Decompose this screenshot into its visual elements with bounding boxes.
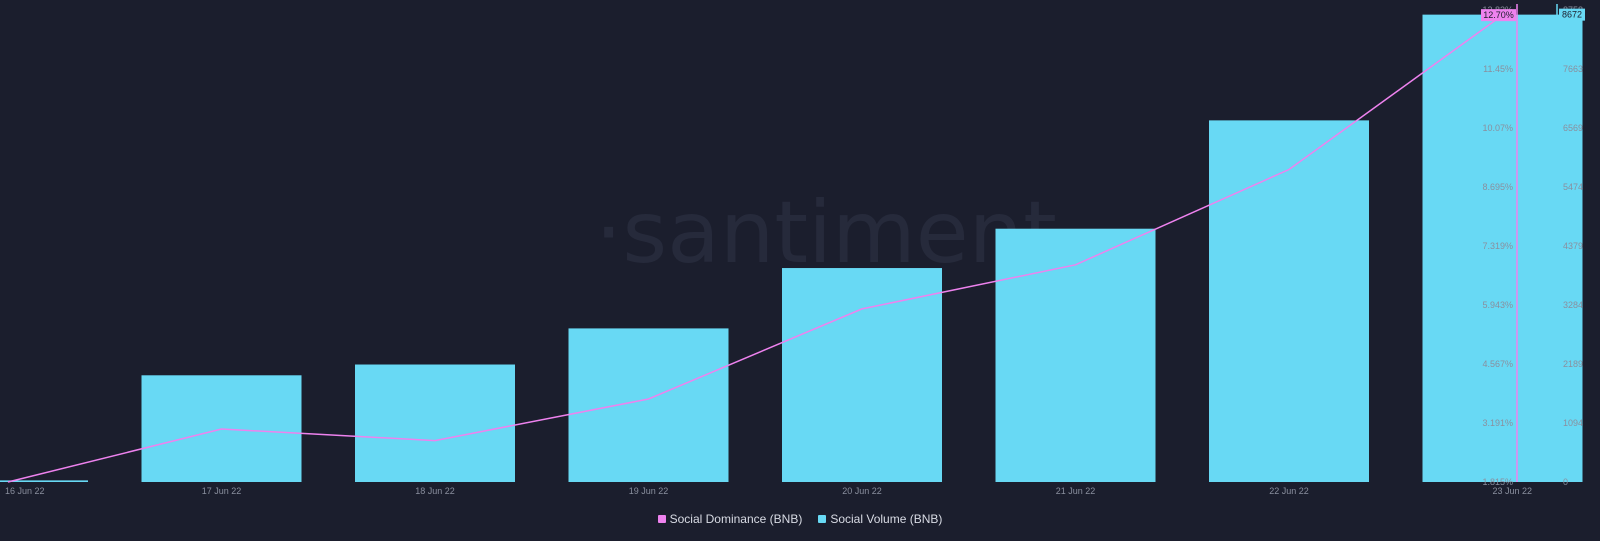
x-tick-label-5: 21 Jun 22 [1056,486,1096,496]
x-tick-label-4: 20 Jun 22 [842,486,882,496]
x-tick-label-1: 17 Jun 22 [202,486,242,496]
right-current-value-badge [1559,8,1585,21]
right-tick-label-7: 7663 [1563,64,1583,74]
right-tick-label-3: 3284 [1563,300,1583,310]
bar-7 [1422,14,1583,482]
x-tick-label-3: 19 Jun 22 [629,486,669,496]
legend-item-social-volume[interactable]: Social Volume (BNB) [818,512,942,526]
x-tick-label-2: 18 Jun 22 [415,486,455,496]
bar-2 [355,364,515,482]
legend: Social Dominance (BNB) Social Volume (BN… [0,512,1600,526]
right-tick-label-4: 4379 [1563,241,1583,251]
left-tick-label-6: 10.07% [1482,123,1513,133]
left-tick-label-2: 4.567% [1482,359,1513,369]
right-tick-label-1: 1094 [1563,418,1583,428]
right-tick-label-0: 0 [1563,477,1568,487]
right-tick-label-6: 6569 [1563,123,1583,133]
left-tick-label-5: 8.695% [1482,182,1513,192]
left-tick-label-1: 3.191% [1482,418,1513,428]
dominance-line [7,14,1503,483]
bar-4 [782,268,942,482]
x-tick-label-0: 16 Jun 22 [5,486,45,496]
right-tick-label-2: 2189 [1563,359,1583,369]
left-tick-label-3: 5.943% [1482,300,1513,310]
legend-swatch-social-dominance [657,515,666,523]
bar-3 [568,328,729,482]
right-tick-label-5: 5474 [1563,182,1583,192]
left-tick-label-0: 1.815% [1482,477,1513,487]
bar-0 [0,480,88,482]
x-tick-label-7: 23 Jun 22 [1492,486,1532,496]
x-tick-label-6: 22 Jun 22 [1269,486,1309,496]
legend-label-social-dominance: Social Dominance (BNB) [669,512,803,526]
left-current-value-badge [1481,9,1516,22]
bar-5 [995,228,1156,482]
legend-label-social-volume: Social Volume (BNB) [830,512,943,526]
bar-6 [1209,120,1369,483]
right-current-value-label: 8672 [1562,10,1582,20]
legend-swatch-social-volume [818,515,827,523]
left-current-value-label: 12.70% [1483,10,1514,20]
left-tick-label-7: 11.45% [1483,64,1513,74]
left-tick-label-4: 7.319% [1482,241,1513,251]
watermark-text: ·santiment [595,183,1057,283]
legend-item-social-dominance[interactable]: Social Dominance (BNB) [657,512,803,526]
